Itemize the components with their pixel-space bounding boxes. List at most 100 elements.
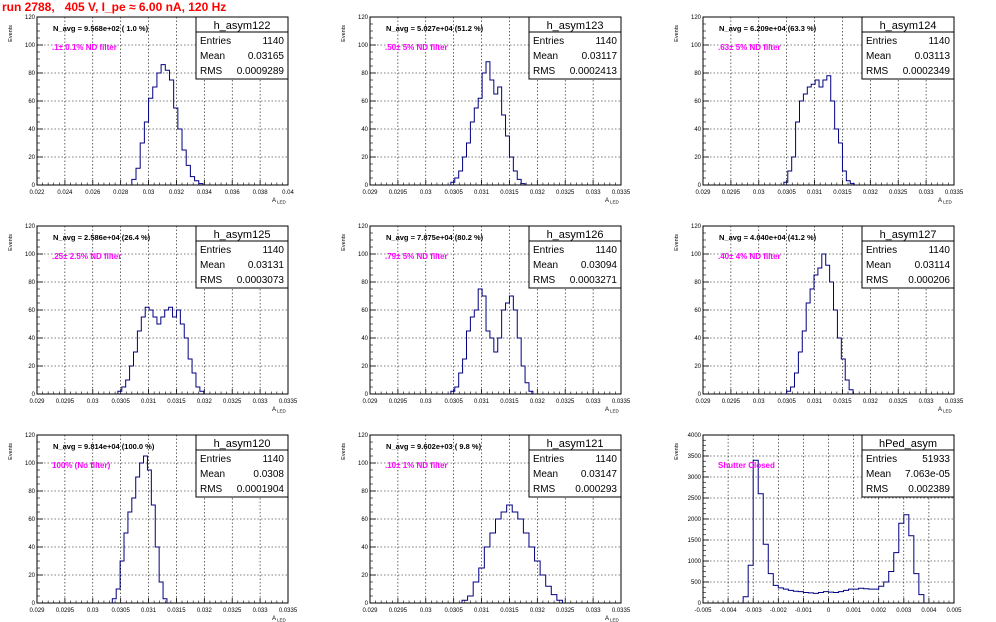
x-tick-label: 0.0315 <box>833 190 852 196</box>
x-tick-label: 0.033 <box>919 399 935 405</box>
y-tick-label: 60 <box>694 99 701 105</box>
y-axis-title: Events <box>8 234 14 251</box>
stats-label: RMS <box>200 275 223 286</box>
x-tick-label: 0.032 <box>197 608 213 614</box>
x-tick-label: 0.036 <box>225 190 241 196</box>
y-tick-label: 100 <box>358 461 369 467</box>
x-tick-label: 0.031 <box>474 608 490 614</box>
page-title: run 2788, 405 V, I_pe ≈ 6.00 nA, 120 Hz <box>2 0 227 14</box>
x-tick-label: 0.033 <box>919 190 935 196</box>
x-tick-label: 0.031 <box>474 190 490 196</box>
stats-label: Mean <box>866 469 891 480</box>
y-tick-label: 60 <box>361 517 368 523</box>
x-tick-label: 0.0305 <box>777 399 796 405</box>
stats-label: Entries <box>866 454 897 465</box>
x-tick-label: 0.029 <box>362 608 378 614</box>
y-axis-title: Events <box>341 234 347 251</box>
histogram-panel: 0.029 0.0295 0.03 0.0305 0.031 0.0315 0.032 0.0… <box>341 433 631 622</box>
stats-box: hPed_asym Entries 51933 Mean 7.063e-05 RMS 0.0… <box>861 434 955 498</box>
y-tick-label: 2000 <box>688 517 702 523</box>
histogram-panel: 0.029 0.0295 0.03 0.0305 0.031 0.0315 0.032 0.0… <box>674 224 964 414</box>
filter-label: .79± 5% ND filter <box>385 252 448 261</box>
x-axis-title: ALED <box>272 616 287 622</box>
navg-label: N_avg = 5.027e+04 (51.2 %) <box>386 24 484 33</box>
x-tick-label: 0.029 <box>29 608 45 614</box>
x-tick-label: 0.024 <box>57 190 73 196</box>
y-tick-label: 100 <box>25 461 36 467</box>
x-tick-label: 0.032 <box>863 190 879 196</box>
stats-value: 0.03114 <box>915 260 951 271</box>
stats-value: 1140 <box>595 454 617 465</box>
x-tick-label: 0.0305 <box>444 190 463 196</box>
x-tick-label: 0.0335 <box>612 608 631 614</box>
navg-label: N_avg = 4.040e+04 (41.2 %) <box>719 233 817 242</box>
x-tick-label: -0.002 <box>770 608 788 614</box>
stats-label: RMS <box>533 484 556 495</box>
y-tick-label: 100 <box>691 43 702 49</box>
stats-value: 51933 <box>922 454 950 465</box>
x-tick-label: 0.033 <box>253 399 269 405</box>
histogram-panel: 0.029 0.0295 0.03 0.0305 0.031 0.0315 0.032 0.0… <box>8 433 298 622</box>
x-tick-label: 0.0325 <box>223 608 242 614</box>
x-tick-label: 0.03 <box>753 190 765 196</box>
filter-label: Shutter Closed <box>718 461 775 470</box>
stats-value: 1140 <box>595 245 617 256</box>
x-tick-label: 0.032 <box>530 190 546 196</box>
stats-label: RMS <box>866 66 889 77</box>
histogram-series <box>450 61 526 185</box>
y-tick-label: 0 <box>698 183 702 189</box>
stats-label: Entries <box>866 36 897 47</box>
x-tick-label: 0.0295 <box>389 608 408 614</box>
stats-box-frame <box>528 434 622 498</box>
x-tick-label: 0.03 <box>87 399 99 405</box>
x-tick-label: -0.003 <box>745 608 763 614</box>
x-tick-label: 0.0335 <box>612 190 631 196</box>
y-tick-label: 20 <box>694 364 701 370</box>
y-axis-title: Events <box>8 443 14 460</box>
y-axis-title: Events <box>674 234 680 251</box>
x-tick-label: 0.0325 <box>556 399 575 405</box>
y-axis-title: Events <box>341 443 347 460</box>
y-tick-label: 80 <box>28 489 35 495</box>
stats-value: 0.03113 <box>915 51 951 62</box>
x-tick-label: 0.004 <box>921 608 937 614</box>
histogram-series <box>783 75 855 185</box>
x-tick-label: 0.029 <box>362 190 378 196</box>
x-axis-title: ALED <box>272 198 287 205</box>
histogram-panel: 0.022 0.024 0.026 0.028 0.03 0.032 0.034 0.036 0… <box>8 15 294 205</box>
stats-label: RMS <box>533 66 556 77</box>
x-tick-label: 0.0325 <box>556 190 575 196</box>
x-axis-title: ALED <box>938 407 953 414</box>
y-tick-label: 100 <box>25 252 36 258</box>
y-tick-label: 80 <box>28 280 35 286</box>
x-tick-label: 0.001 <box>846 608 862 614</box>
y-tick-label: 20 <box>361 155 368 161</box>
filter-label: .40± 4% ND filter <box>718 252 781 261</box>
x-tick-label: 0.028 <box>113 190 129 196</box>
y-tick-label: 0 <box>32 601 36 607</box>
x-axis-title: ALED <box>605 616 620 622</box>
y-tick-label: 0 <box>365 392 369 398</box>
y-tick-label: 0 <box>698 601 702 607</box>
y-tick-label: 2500 <box>688 496 702 502</box>
stats-label: Mean <box>866 260 891 271</box>
x-tick-label: 0.0315 <box>833 399 852 405</box>
histogram-series <box>117 306 205 394</box>
x-tick-label: 0.032 <box>169 190 185 196</box>
y-tick-label: 20 <box>28 573 35 579</box>
histogram-panel: -0.005 -0.004 -0.003 -0.002 -0.001 0 0.001 0.00… <box>674 433 962 614</box>
x-tick-label: 0.0325 <box>556 608 575 614</box>
y-tick-label: 0 <box>365 183 369 189</box>
x-tick-label: 0.029 <box>362 399 378 405</box>
y-tick-label: 20 <box>361 364 368 370</box>
x-tick-label: 0.0305 <box>444 399 463 405</box>
x-tick-label: 0.031 <box>474 399 490 405</box>
x-tick-label: 0.032 <box>863 399 879 405</box>
x-tick-label: 0.033 <box>586 399 602 405</box>
y-tick-label: 0 <box>32 392 36 398</box>
stats-box-frame <box>195 434 289 498</box>
x-tick-label: 0.033 <box>586 608 602 614</box>
x-tick-label: 0.03 <box>420 608 432 614</box>
stats-value: 1140 <box>262 245 284 256</box>
stats-value: 0.03131 <box>248 260 285 271</box>
